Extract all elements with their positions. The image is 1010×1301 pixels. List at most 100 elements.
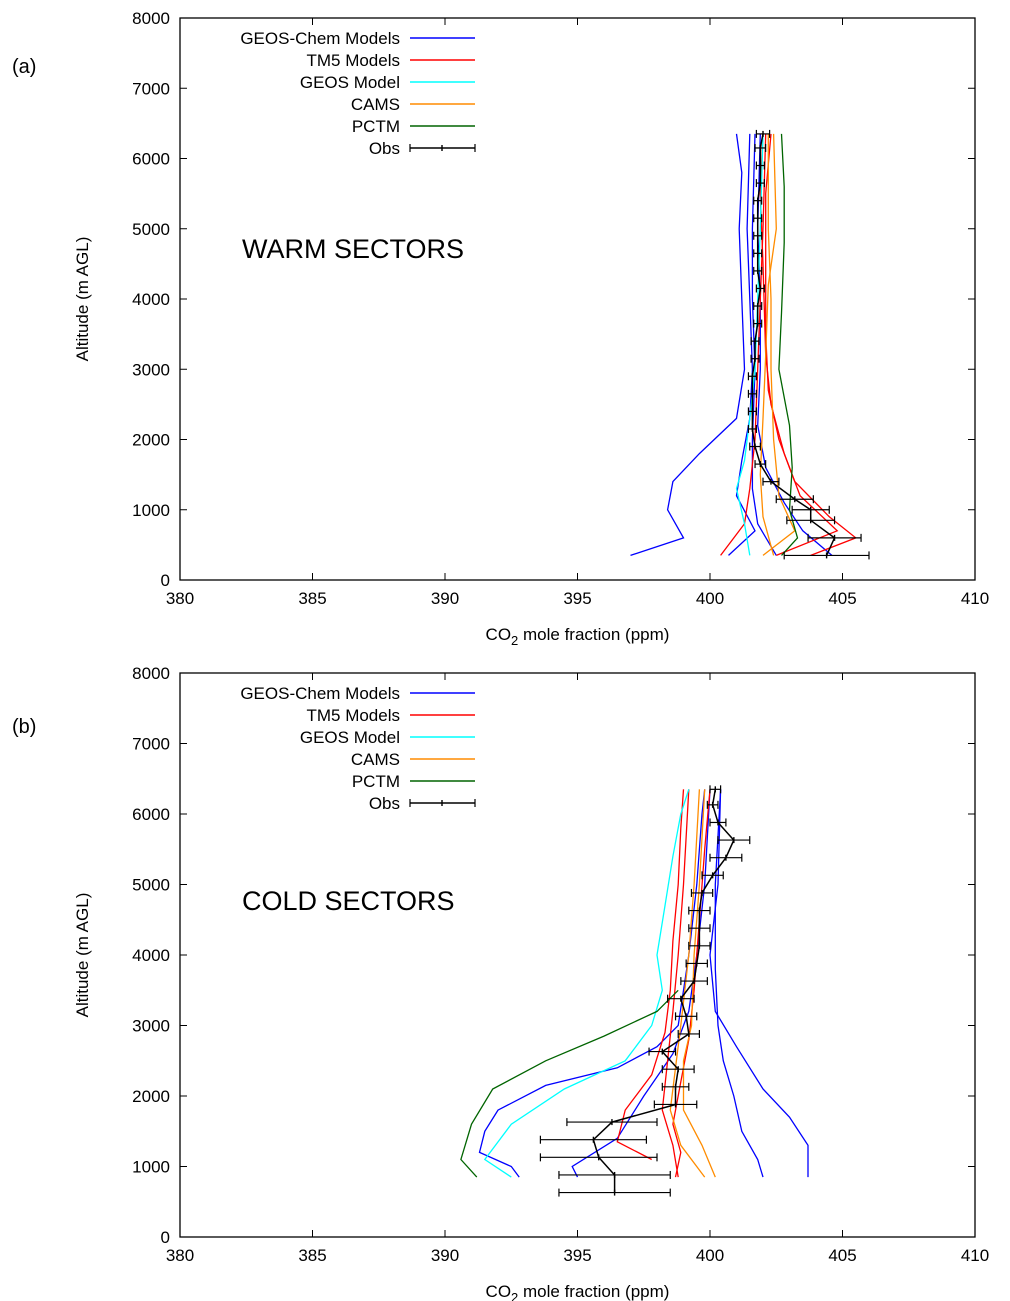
- y-tick-label: 5000: [132, 220, 170, 239]
- obs-error-bar: [666, 994, 695, 1003]
- x-tick-label: 395: [563, 1246, 591, 1265]
- legend-label: Obs: [369, 139, 400, 158]
- legend-label: TM5 Models: [306, 51, 400, 70]
- obs-error-bar: [755, 284, 765, 293]
- sector-annotation: WARM SECTORS: [242, 234, 464, 264]
- obs-error-bar: [648, 1047, 677, 1056]
- obs-error-bar: [653, 1100, 698, 1109]
- y-tick-label: 5000: [132, 876, 170, 895]
- obs-error-bar: [747, 407, 757, 416]
- chart-panel-a: 380 385 390 395 400 405 410 0 1000 2000 3000 4000 50…: [12, 9, 989, 648]
- obs-error-bar: [755, 179, 765, 188]
- obs-error-bar: [750, 337, 760, 346]
- obs-error-bar: [753, 249, 763, 258]
- legend-label: CAMS: [351, 95, 400, 114]
- obs-error-bar: [786, 516, 836, 525]
- series-line-pctm: [460, 989, 679, 1178]
- obs-error-bar: [539, 1135, 648, 1144]
- legend-label: CAMS: [351, 750, 400, 769]
- x-tick-label: 405: [828, 1246, 856, 1265]
- legend-label: GEOS-Chem Models: [240, 29, 400, 48]
- series-line-cams: [759, 133, 777, 556]
- obs-error-bar: [677, 1029, 701, 1038]
- obs-error-bar: [755, 129, 771, 138]
- x-tick-label: 390: [431, 1246, 459, 1265]
- obs-error-bar: [690, 888, 714, 897]
- obs-error-bar: [539, 1153, 658, 1162]
- obs-error-bar: [701, 871, 724, 880]
- series-line-tm5-models: [616, 789, 685, 1161]
- x-axis-label: CO2 mole fraction (ppm): [486, 625, 670, 648]
- series-line-geos-chem-models: [757, 133, 833, 556]
- series-line-cams: [682, 789, 716, 1178]
- obs-error-bar: [717, 836, 751, 845]
- obs-error-bar: [807, 533, 862, 542]
- legend-label: PCTM: [352, 772, 400, 791]
- series-line-tm5-models: [759, 133, 839, 557]
- obs-error-bar: [755, 161, 765, 170]
- obs-error-bar: [750, 354, 760, 363]
- obs-error-bar: [688, 941, 711, 950]
- x-tick-label: 405: [828, 589, 856, 608]
- series-line-obs: [592, 789, 735, 1193]
- series-line-cams: [669, 789, 706, 1178]
- x-tick-label: 395: [563, 589, 591, 608]
- plot-frame: [179, 672, 976, 1238]
- series-line-geos-model: [735, 133, 764, 556]
- obs-error-bar: [566, 1118, 658, 1127]
- y-tick-label: 3000: [132, 360, 170, 379]
- obs-error-bar: [753, 214, 763, 223]
- obs-error-bar: [753, 266, 763, 275]
- series-line-geos-chem-models: [751, 133, 777, 556]
- obs-error-bar: [680, 977, 708, 986]
- legend: GEOS-Chem Models TM5 Models GEOS Model CAMS…: [240, 684, 476, 813]
- obs-error-bar: [661, 1082, 690, 1091]
- obs-error-bar: [558, 1188, 671, 1197]
- y-tick-label: 2000: [132, 1087, 170, 1106]
- obs-error-bar: [747, 372, 757, 381]
- legend-label: PCTM: [352, 117, 400, 136]
- obs-error-bar: [762, 477, 780, 486]
- panel-label: (a): [12, 56, 36, 78]
- x-tick-label: 410: [961, 589, 989, 608]
- legend-label: GEOS Model: [300, 728, 400, 747]
- legend-label: Obs: [369, 794, 400, 813]
- y-tick-label: 6000: [132, 805, 170, 824]
- y-tick-label: 0: [161, 571, 170, 590]
- y-tick-label: 0: [161, 1228, 170, 1247]
- x-tick-label: 400: [696, 1246, 724, 1265]
- obs-error-bar: [661, 1065, 695, 1074]
- obs-error-bar: [775, 495, 814, 504]
- y-axis-label: Altitude (m AGL): [73, 893, 92, 1018]
- obs-error-bar: [709, 785, 722, 794]
- x-tick-label: 380: [166, 1246, 194, 1265]
- y-tick-label: 3000: [132, 1017, 170, 1036]
- y-tick-label: 4000: [132, 290, 170, 309]
- obs-error-bar: [685, 959, 708, 968]
- obs-error-bar: [706, 800, 719, 809]
- obs-error-bar: [753, 196, 763, 205]
- series-line-geos-chem-models: [709, 789, 809, 1178]
- x-tick-label: 385: [298, 589, 326, 608]
- plot-area: [630, 129, 870, 560]
- series-line-geos-chem-models: [571, 789, 711, 1178]
- y-tick-label: 8000: [132, 664, 170, 683]
- obs-error-bar: [753, 231, 763, 240]
- obs-error-bar: [558, 1170, 671, 1179]
- y-tick-label: 8000: [132, 9, 170, 28]
- x-tick-label: 390: [431, 589, 459, 608]
- y-tick-label: 7000: [132, 735, 170, 754]
- sector-annotation: COLD SECTORS: [242, 886, 455, 916]
- obs-error-bar: [754, 460, 767, 469]
- x-tick-label: 400: [696, 589, 724, 608]
- y-tick-label: 7000: [132, 79, 170, 98]
- series-line-cams: [762, 133, 796, 556]
- plot-frame: [179, 17, 976, 581]
- x-tick-label: 410: [961, 1246, 989, 1265]
- obs-error-bar: [753, 319, 763, 328]
- legend: GEOS-Chem Models TM5 Models GEOS Model CAMS…: [240, 29, 476, 158]
- obs-error-bar: [674, 1012, 698, 1021]
- obs-error-bar: [709, 818, 727, 827]
- series-line-geos-chem-models: [630, 133, 746, 557]
- obs-error-bar: [783, 551, 870, 560]
